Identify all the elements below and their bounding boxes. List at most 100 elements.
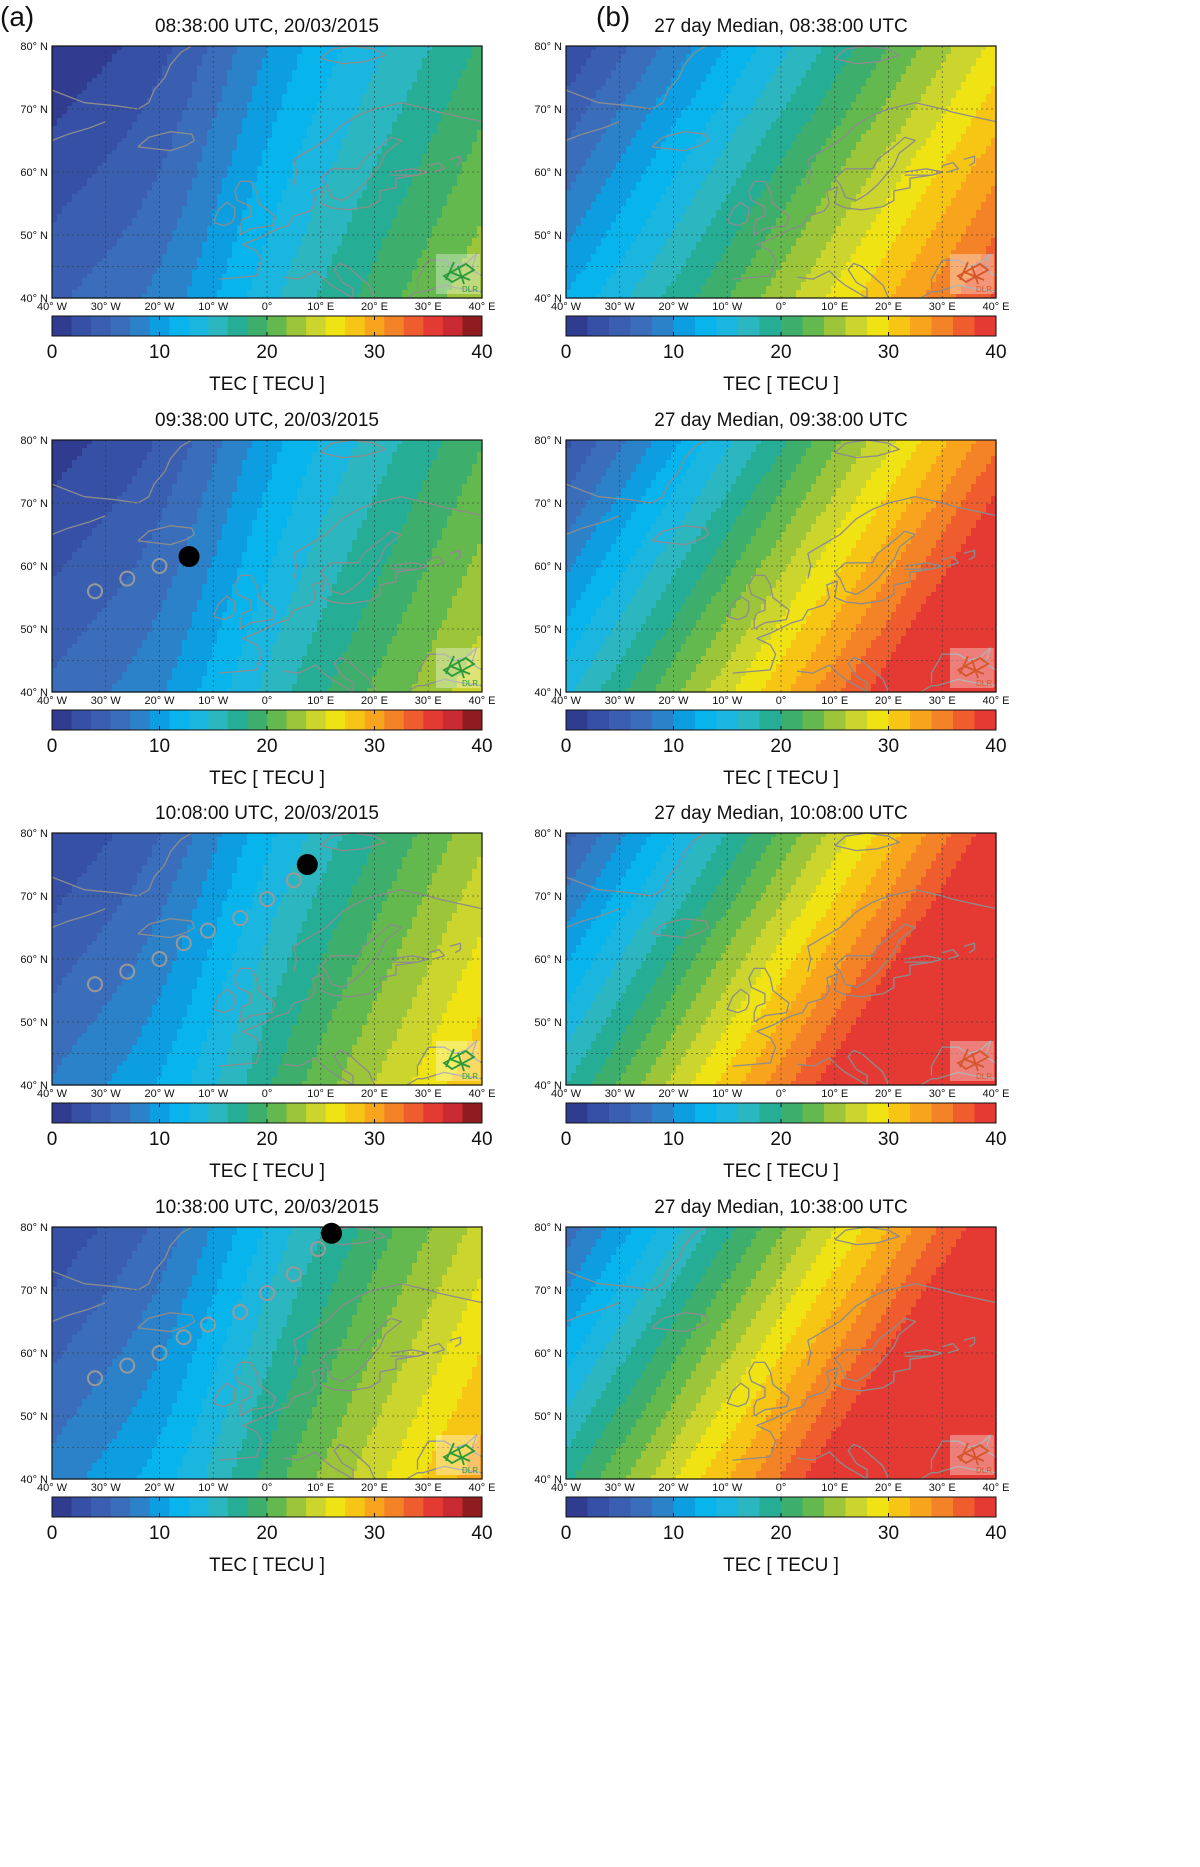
track-marker — [199, 922, 216, 939]
map-panel-b4: 27 day Median, 10:38:00 UTC DLR 40° N 50° N… — [534, 1197, 1009, 1576]
latitude-labels: 40° N50° N60° N70° N80° N — [534, 1222, 562, 1486]
gridlines — [566, 1227, 996, 1479]
latitude-labels: 40° N50° N60° N70° N80° N — [20, 828, 48, 1092]
colorbar-label: TEC [ TECU ] — [723, 768, 839, 789]
colorbar-tick-labels: 0 10 20 30 40 — [561, 736, 1007, 757]
tec-map-b3: 27 day Median, 10:08:00 UTC DLR 40° N50° N… — [534, 803, 1009, 1182]
latitude-labels: 40° N50° N60° N70° N80° N — [534, 41, 562, 305]
panel-title: 10:38:00 UTC, 20/03/2015 — [155, 1197, 379, 1218]
map-frame — [51, 45, 483, 299]
track-marker — [259, 1285, 275, 1302]
panel-title: 27 day Median, 08:38:00 UTC — [654, 16, 908, 37]
dlr-logo: DLR — [950, 648, 994, 688]
colorbar — [565, 709, 997, 731]
colorbar-tick-labels: 0 10 20 30 40 — [47, 1129, 493, 1150]
coastlines — [51, 45, 483, 299]
dlr-logo: DLR — [436, 1041, 480, 1081]
tec-field — [566, 440, 997, 693]
gridlines — [566, 440, 996, 692]
gridlines — [52, 1227, 482, 1479]
panel-title: 27 day Median, 09:38:00 UTC — [654, 410, 908, 431]
current-position-marker — [178, 546, 200, 568]
panel-title: 10:08:00 UTC, 20/03/2015 — [155, 803, 379, 824]
coastlines — [51, 832, 483, 1086]
longitude-labels: 40° W 30° W 20° W 10° W 0° 10° E 20° E 30° E 40°… — [37, 695, 496, 707]
latitude-labels: 40° N50° N60° N70° N80° N — [20, 435, 48, 699]
map-panel-a4: 10:38:00 UTC, 20/03/2015 DLR 40° N 50° N 60°… — [20, 1197, 495, 1576]
latitude-labels: 40° N50° N60° N70° N80° N — [20, 41, 48, 305]
track-marker — [175, 1329, 192, 1346]
colorbar-label: TEC [ TECU ] — [209, 1555, 325, 1576]
longitude-labels: 40° W 30° W 20° W 10° W 0° 10° E 20° E 30° E 40°… — [551, 301, 1010, 313]
latitude-labels: 40° N50° N60° N70° N80° N — [534, 435, 562, 699]
colorbar — [565, 315, 997, 337]
map-panel-a2: 09:38:00 UTC, 20/03/2015 DLR 40° N 50° N 60°… — [20, 410, 495, 789]
track-marker — [87, 1370, 103, 1387]
tec-field — [52, 1227, 483, 1480]
track-marker — [175, 935, 192, 952]
column-label-a: (a) — [0, 0, 34, 34]
longitude-labels: 40° W 30° W 20° W 10° W 0° 10° E 20° E 30° E 40°… — [551, 695, 1010, 707]
map-panel-b1: 27 day Median, 08:38:00 UTC DLR 40° N 50° N… — [534, 16, 1009, 395]
track-marker — [199, 1316, 216, 1333]
latitude-labels: 40° N50° N60° N70° N80° N — [534, 828, 562, 1092]
coastlines — [51, 439, 483, 693]
map-frame — [51, 439, 483, 693]
tec-field — [566, 1227, 997, 1480]
map-frame — [51, 832, 483, 1086]
colorbar-tick-labels: 0 10 20 30 40 — [561, 1129, 1007, 1150]
track-marker — [87, 583, 103, 600]
colorbar-label: TEC [ TECU ] — [209, 374, 325, 395]
tec-map-b4: 27 day Median, 10:38:00 UTC DLR 40° N50° N… — [534, 1197, 1009, 1576]
tec-map-a3: 10:08:00 UTC, 20/03/2015 DLR 40° N50° N60°… — [20, 803, 495, 1182]
current-position-marker — [321, 1222, 342, 1244]
track-marker — [310, 1241, 327, 1258]
tec-field — [52, 440, 483, 693]
dlr-logo: DLR — [950, 1041, 994, 1081]
tec-field — [52, 833, 483, 1086]
colorbar — [51, 709, 483, 731]
tec-map-a4: 10:38:00 UTC, 20/03/2015 DLR 40° N50° N60°… — [20, 1197, 495, 1576]
panel-title: 09:38:00 UTC, 20/03/2015 — [155, 410, 379, 431]
track-marker — [151, 558, 168, 574]
track-marker — [232, 910, 249, 927]
track-marker — [119, 963, 136, 980]
track-marker — [119, 570, 136, 587]
colorbar — [51, 1496, 483, 1518]
gridlines — [52, 46, 482, 298]
dlr-logo: DLR — [436, 254, 480, 294]
track-marker — [232, 1304, 249, 1321]
track-marker — [259, 891, 275, 908]
longitude-labels: 40° W 30° W 20° W 10° W 0° 10° E 20° E 30° E 40°… — [37, 1482, 496, 1494]
latitude-labels: 40° N50° N60° N70° N80° N — [20, 1222, 48, 1486]
dlr-logo: DLR — [436, 648, 480, 688]
track-marker — [285, 872, 302, 889]
tec-map-b2: 27 day Median, 09:38:00 UTC DLR 40° N50° N… — [534, 410, 1009, 789]
gridlines — [566, 46, 996, 298]
map-panel-b2: 27 day Median, 09:38:00 UTC DLR 40° N 50° N… — [534, 410, 1009, 789]
ionospheric-pierce-points — [87, 1222, 342, 1387]
coastlines — [51, 1226, 483, 1480]
gridlines — [52, 833, 482, 1085]
colorbar-tick-labels: 0 10 20 30 40 — [561, 342, 1007, 363]
coastlines — [565, 439, 997, 693]
current-position-marker — [296, 854, 318, 875]
map-panel-a3: 10:08:00 UTC, 20/03/2015 DLR 40° N 50° N 60°… — [20, 803, 495, 1182]
map-panel-a1: 08:38:00 UTC, 20/03/2015 DLR 40° N 50° N 60°… — [20, 16, 495, 395]
colorbar-label: TEC [ TECU ] — [723, 374, 839, 395]
panel-title: 08:38:00 UTC, 20/03/2015 — [155, 16, 379, 37]
track-marker — [87, 976, 103, 993]
map-frame — [565, 832, 997, 1086]
longitude-labels: 40° W 30° W 20° W 10° W 0° 10° E 20° E 30° E 40°… — [37, 301, 496, 313]
longitude-labels: 40° W 30° W 20° W 10° W 0° 10° E 20° E 30° E 40°… — [551, 1482, 1010, 1494]
colorbar — [565, 1102, 997, 1124]
colorbar-label: TEC [ TECU ] — [209, 768, 325, 789]
longitude-labels: 40° W 30° W 20° W 10° W 0° 10° E 20° E 30° E 40°… — [37, 1088, 496, 1100]
map-panel-b3: 27 day Median, 10:08:00 UTC DLR 40° N 50° N… — [534, 803, 1009, 1182]
colorbar-label: TEC [ TECU ] — [209, 1161, 325, 1182]
map-frame — [565, 1226, 997, 1480]
map-frame — [565, 439, 997, 693]
colorbar — [565, 1496, 997, 1518]
colorbar-tick-labels: 0 10 20 30 40 — [47, 342, 493, 363]
colorbar-tick-labels: 0 10 20 30 40 — [47, 1523, 493, 1544]
